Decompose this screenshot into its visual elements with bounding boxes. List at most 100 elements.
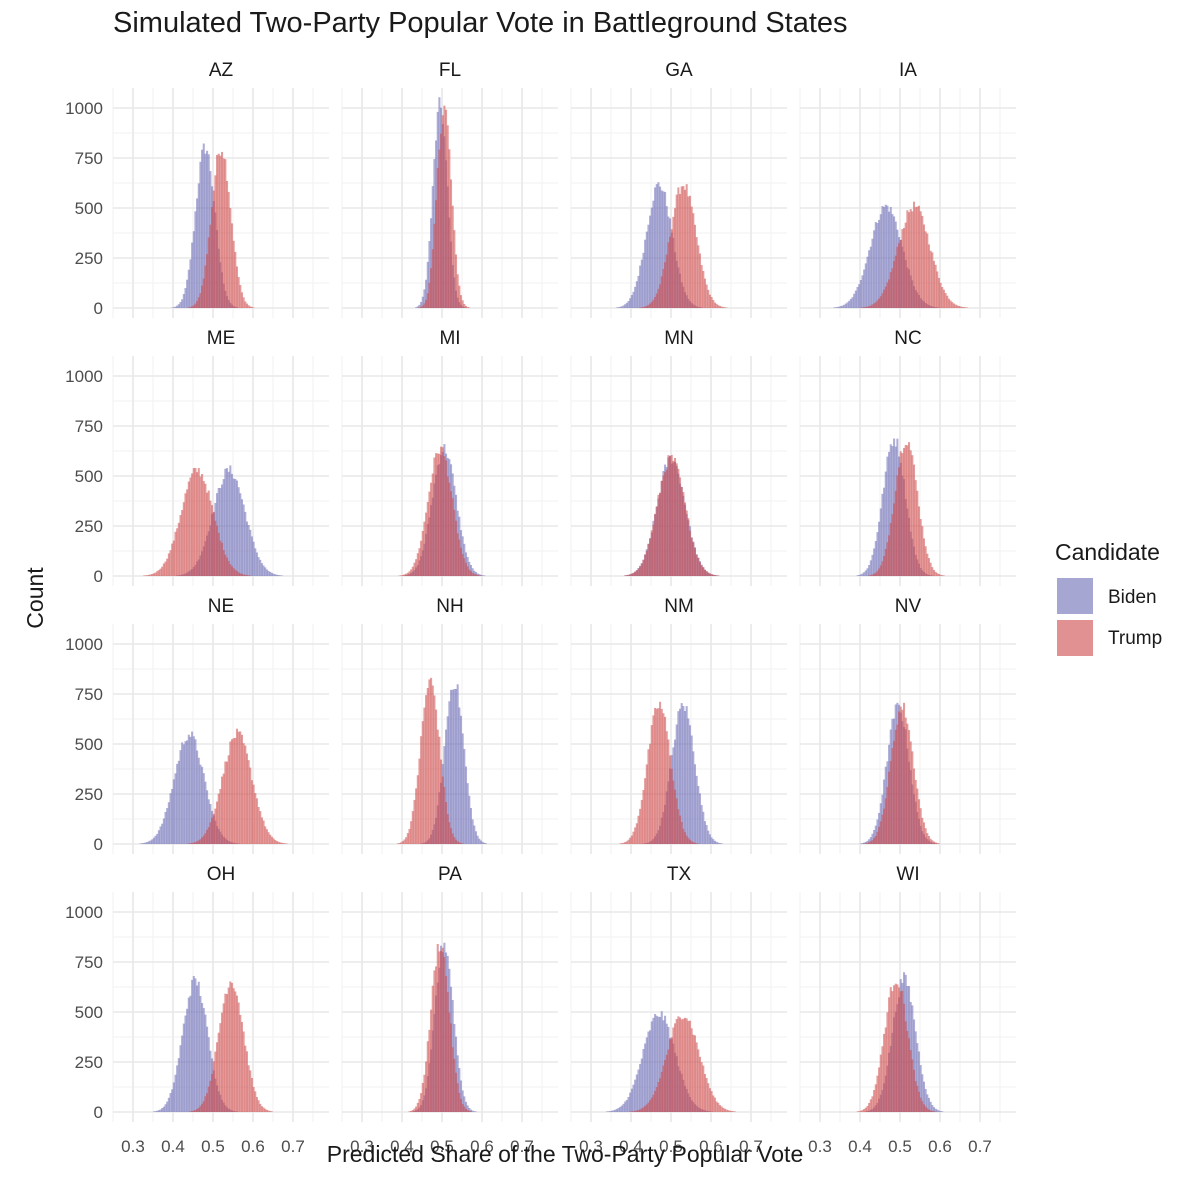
histogram-bar-trump <box>690 841 693 844</box>
histogram-bar-trump <box>873 573 876 576</box>
histogram-bar-trump <box>212 1061 215 1112</box>
histogram-bar-biden <box>873 548 876 576</box>
histogram-bar-biden <box>428 241 431 308</box>
histogram-bar-biden <box>866 568 869 576</box>
histogram-bar-trump <box>459 843 463 844</box>
histogram-bar-biden <box>922 1081 926 1112</box>
histogram-bar-trump <box>245 575 248 576</box>
legend-title: Candidate <box>1055 539 1160 565</box>
histogram-bar-trump <box>630 573 633 576</box>
histogram-bar-trump <box>189 307 192 308</box>
histogram-bar-trump <box>919 519 922 576</box>
histogram-bar-trump <box>642 1107 645 1112</box>
histogram-bar-trump <box>675 194 678 308</box>
histogram-bar-trump <box>459 547 463 576</box>
histogram-bar-trump <box>876 570 879 576</box>
histogram-bar-biden <box>227 471 230 576</box>
histogram-bar-trump <box>677 1016 680 1112</box>
histogram-bar-trump <box>927 836 930 844</box>
histogram-bar-biden <box>192 975 195 1112</box>
histogram-bar-biden <box>421 296 424 308</box>
histogram-bar-trump <box>685 835 688 844</box>
histogram-bar-trump <box>450 1023 453 1112</box>
histogram-bar-trump <box>908 212 911 308</box>
histogram-bar-trump <box>448 822 451 844</box>
histogram-bar-trump <box>670 1037 673 1112</box>
histogram-bar-biden <box>843 304 846 308</box>
histogram-bar-biden <box>478 838 481 844</box>
histogram-bar-trump <box>235 266 239 308</box>
histogram-bar-trump <box>896 724 899 844</box>
histogram-bar-trump <box>732 1111 735 1112</box>
histogram-bar-trump <box>445 802 448 844</box>
histogram-bar-trump <box>426 293 429 308</box>
histogram-bar-trump <box>871 1096 874 1112</box>
histogram-bar-biden <box>169 793 172 844</box>
legend-key-biden <box>1057 578 1093 614</box>
histogram-bar-trump <box>461 1103 464 1112</box>
histogram-bar-biden <box>142 842 145 844</box>
histogram-bar-biden <box>642 1049 645 1112</box>
histogram-bar-trump <box>692 1034 695 1112</box>
histogram-bar-trump <box>221 776 224 844</box>
histogram-bar-trump <box>650 725 653 844</box>
histogram-bar-trump <box>962 307 965 308</box>
histogram-bar-biden <box>468 1107 471 1112</box>
histogram-bar-trump <box>649 303 652 308</box>
histogram-bar-trump <box>936 573 939 576</box>
histogram-bar-biden <box>629 1092 632 1112</box>
histogram-bar-trump <box>459 1098 463 1112</box>
histogram-bar-trump <box>247 305 250 308</box>
histogram-bar-trump <box>708 1088 711 1112</box>
histogram-bar-biden <box>863 269 866 308</box>
histogram-bar-trump <box>262 1107 265 1112</box>
histogram-bar-trump <box>191 1111 194 1112</box>
histogram-bar-biden <box>695 775 698 844</box>
histogram-bar-biden <box>481 841 484 844</box>
histogram-bar-trump <box>679 1017 682 1112</box>
histogram-bar-trump <box>217 793 220 844</box>
histogram-bar-trump <box>667 1049 670 1112</box>
histogram-bar-trump <box>272 838 275 844</box>
histogram-bar-trump <box>884 548 887 576</box>
histogram-bar-trump <box>445 976 448 1112</box>
histogram-bar-biden <box>234 479 237 576</box>
histogram-bar-trump <box>446 992 449 1112</box>
legend-label-trump: Trump <box>1108 628 1162 649</box>
histogram-bar-biden <box>177 760 180 844</box>
histogram-bar-biden <box>891 214 894 308</box>
histogram-bar-trump <box>886 1012 889 1112</box>
histogram-bar-trump <box>413 799 416 844</box>
x-tick-label: 0.3 <box>121 1137 145 1156</box>
histogram-bar-biden <box>176 305 179 308</box>
histogram-bar-trump <box>202 481 205 576</box>
legend-key-trump <box>1057 620 1093 656</box>
histogram-bar-biden <box>687 718 690 844</box>
histogram-bar-biden <box>650 1021 653 1112</box>
facet-panel-mi: MI <box>341 328 558 586</box>
histogram-bar-trump <box>230 982 234 1112</box>
histogram-bar-trump <box>187 307 190 308</box>
histogram-bar-trump <box>446 125 449 308</box>
histogram-bar-biden <box>224 468 227 576</box>
histogram-bar-trump <box>733 1111 736 1112</box>
histogram-bar-trump <box>896 475 899 576</box>
y-tick-label: 250 <box>75 517 103 536</box>
histogram-bar-biden <box>463 1096 466 1112</box>
histogram-bar-trump <box>161 566 164 576</box>
histogram-bar-trump <box>147 574 150 576</box>
histogram-bar-trump <box>245 303 248 308</box>
histogram-bar-biden <box>916 1043 919 1112</box>
histogram-bar-trump <box>225 180 229 308</box>
histogram-bar-biden <box>630 1088 633 1112</box>
histogram-bar-trump <box>705 571 708 576</box>
histogram-bar-trump <box>225 761 229 844</box>
histogram-bar-trump <box>456 1083 459 1112</box>
histogram-bar-biden <box>662 191 665 308</box>
histogram-bar-trump <box>211 505 214 576</box>
histogram-bar-trump <box>410 1110 413 1112</box>
legend: Candidate Biden Trump <box>1055 539 1162 656</box>
histogram-bar-biden <box>207 1037 210 1112</box>
histogram-bar-trump <box>670 454 673 576</box>
histogram-bar-trump <box>873 837 876 844</box>
